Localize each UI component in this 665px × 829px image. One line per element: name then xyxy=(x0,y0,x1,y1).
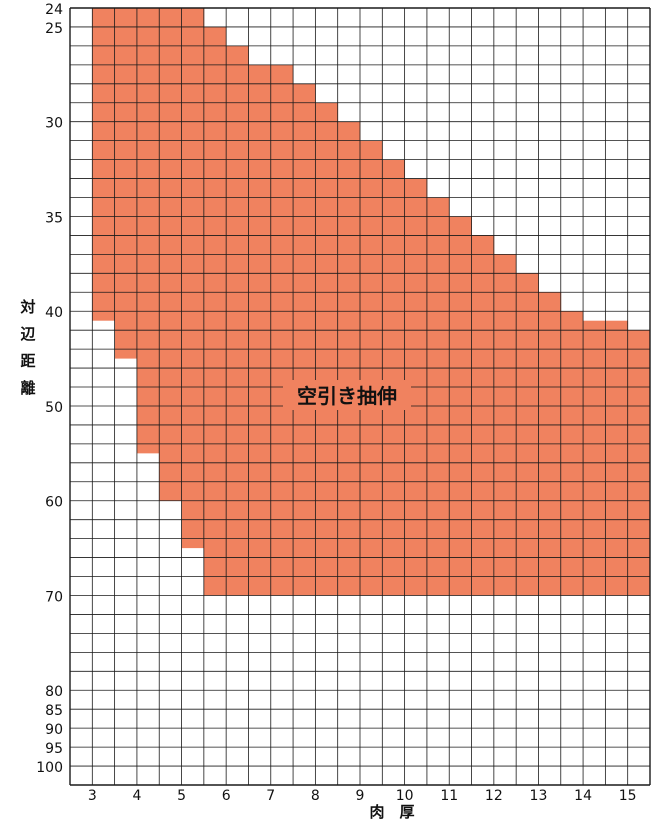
y-tick-label: 95 xyxy=(45,741,63,757)
x-tick-label: 9 xyxy=(356,788,365,804)
x-tick-label: 10 xyxy=(396,788,414,804)
region-cell-column xyxy=(136,8,160,454)
y-axis-label-char: 辺 xyxy=(20,325,36,343)
x-tick-label: 15 xyxy=(619,788,637,804)
x-tick-label: 12 xyxy=(485,788,503,804)
region-cell-column xyxy=(560,311,584,596)
x-tick-label: 5 xyxy=(177,788,186,804)
region-cell-column xyxy=(226,45,249,596)
region-cell-column xyxy=(181,8,205,549)
region-cell-column xyxy=(114,8,138,359)
x-tick-label: 11 xyxy=(440,788,458,804)
y-tick-label: 60 xyxy=(45,495,63,511)
region-layer xyxy=(92,8,651,596)
y-tick-label: 35 xyxy=(45,210,63,226)
region-cell-column xyxy=(471,235,495,596)
y-tick-label: 85 xyxy=(45,703,63,719)
region-cell-column xyxy=(92,8,116,321)
y-tick-label: 24 xyxy=(45,2,63,18)
y-axis-label-char: 対 xyxy=(19,298,35,316)
y-tick-label: 40 xyxy=(45,305,63,321)
region-cell-column xyxy=(337,121,361,596)
x-tick-label: 6 xyxy=(222,788,231,804)
region-label-background xyxy=(283,380,411,410)
y-tick-label: 100 xyxy=(36,760,63,776)
y-tick-labels: 24 25 30 35 40 50 60 70 80 85 90 95 100 xyxy=(36,2,63,776)
region-cell-column xyxy=(426,197,450,596)
x-tick-label: 13 xyxy=(530,788,548,804)
x-axis-label: 肉 厚 xyxy=(369,803,414,821)
region-cell-column xyxy=(516,273,539,596)
x-tick-labels: 3 4 5 6 7 8 9 10 11 12 13 14 15 xyxy=(88,788,637,804)
region-label: 空引き抽伸 xyxy=(297,384,397,408)
y-tick-label: 25 xyxy=(45,21,63,37)
x-tick-label: 3 xyxy=(88,788,97,804)
y-axis-label-char: 距 xyxy=(20,352,35,370)
x-tick-label: 8 xyxy=(311,788,320,804)
y-axis-label-char: 離 xyxy=(20,379,35,397)
y-tick-label: 30 xyxy=(45,116,63,132)
region-label-group: 空引き抽伸 xyxy=(283,380,411,410)
y-tick-label: 50 xyxy=(45,400,63,416)
x-tick-label: 4 xyxy=(132,788,141,804)
region-cell-column xyxy=(583,320,606,596)
y-tick-label: 70 xyxy=(45,589,63,605)
grid-layer xyxy=(69,7,651,786)
region-cell-column xyxy=(382,159,406,596)
region-cell-column xyxy=(605,320,629,596)
y-tick-label: 90 xyxy=(45,722,63,738)
y-tick-label: 80 xyxy=(45,684,63,700)
x-tick-label: 14 xyxy=(574,788,592,804)
x-tick-label: 7 xyxy=(266,788,275,804)
region-cell-column xyxy=(293,83,316,596)
